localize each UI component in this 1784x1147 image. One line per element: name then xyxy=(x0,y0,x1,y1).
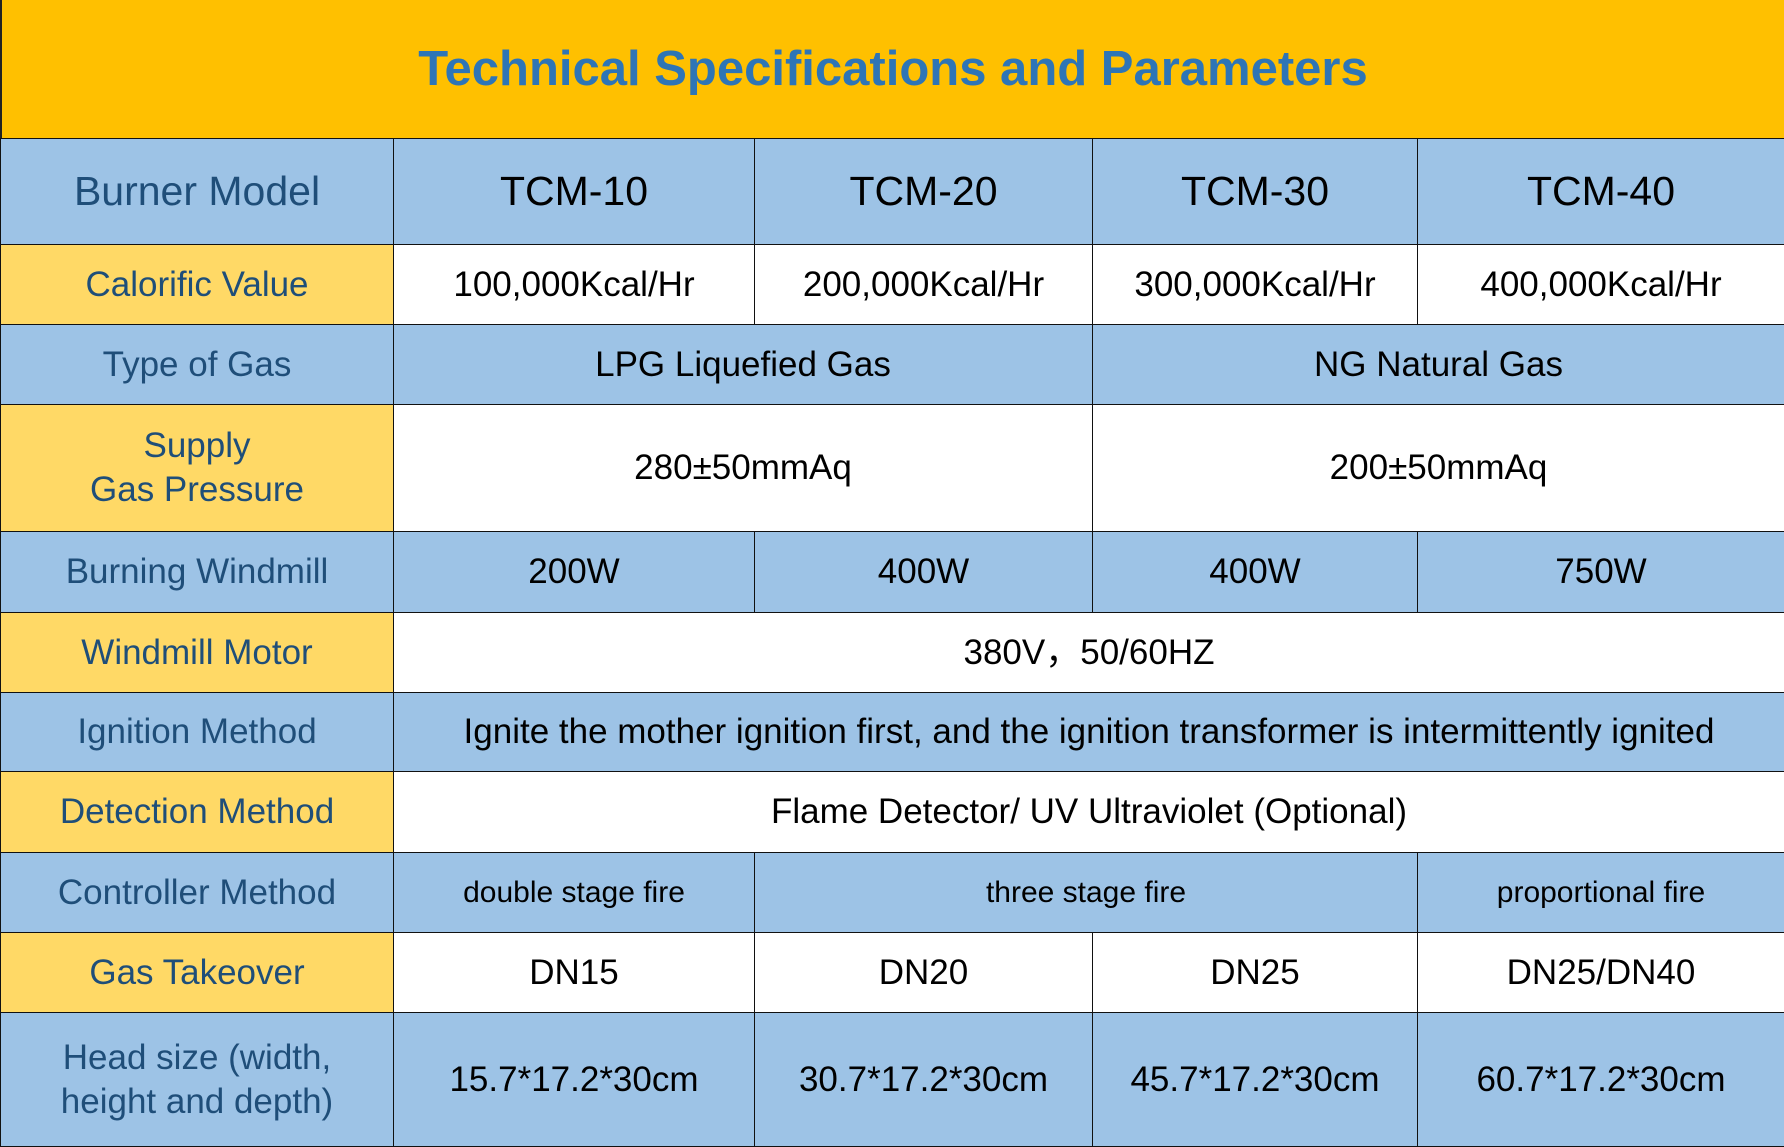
cell: 45.7*17.2*30cm xyxy=(1093,1013,1418,1147)
spec-table: Burner Model TCM-10 TCM-20 TCM-30 TCM-40… xyxy=(0,138,1784,1147)
table-row-ignition: Ignition Method Ignite the mother igniti… xyxy=(1,693,1784,772)
row-label: Controller Method xyxy=(1,853,394,933)
row-label: Head size (width, height and depth) xyxy=(1,1013,394,1147)
cell: NG Natural Gas xyxy=(1093,325,1784,405)
cell: LPG Liquefied Gas xyxy=(394,325,1093,405)
table-row-detection: Detection Method Flame Detector/ UV Ultr… xyxy=(1,772,1784,853)
table-row-head-size: Head size (width, height and depth) 15.7… xyxy=(1,1013,1784,1147)
table-row-model: Burner Model TCM-10 TCM-20 TCM-30 TCM-40 xyxy=(1,139,1784,245)
cell: three stage fire xyxy=(755,853,1418,933)
row-label: Detection Method xyxy=(1,772,394,853)
cell: 300,000Kcal/Hr xyxy=(1093,245,1418,325)
cell: 15.7*17.2*30cm xyxy=(394,1013,755,1147)
cell: Flame Detector/ UV Ultraviolet (Optional… xyxy=(394,772,1784,853)
cell: double stage fire xyxy=(394,853,755,933)
model-cell: TCM-40 xyxy=(1418,139,1784,245)
cell: DN15 xyxy=(394,933,755,1013)
cell: 200W xyxy=(394,532,755,613)
page-title: Technical Specifications and Parameters xyxy=(418,41,1368,97)
cell: 100,000Kcal/Hr xyxy=(394,245,755,325)
label-line: Gas Pressure xyxy=(90,470,304,509)
model-cell: TCM-20 xyxy=(755,139,1093,245)
row-label: Burner Model xyxy=(1,139,394,245)
title-band: Technical Specifications and Parameters xyxy=(0,0,1784,138)
cell: 60.7*17.2*30cm xyxy=(1418,1013,1784,1147)
row-label: Ignition Method xyxy=(1,693,394,772)
cell: Ignite the mother ignition first, and th… xyxy=(394,693,1784,772)
table-row-windmill: Burning Windmill 200W 400W 400W 750W xyxy=(1,532,1784,613)
cell: 200,000Kcal/Hr xyxy=(755,245,1093,325)
cell: 280±50mmAq xyxy=(394,405,1093,532)
cell: 400W xyxy=(755,532,1093,613)
table-row-controller: Controller Method double stage fire thre… xyxy=(1,853,1784,933)
cell: DN20 xyxy=(755,933,1093,1013)
cell: 200±50mmAq xyxy=(1093,405,1784,532)
label-line: Supply xyxy=(143,426,250,465)
cell: 380V，50/60HZ xyxy=(394,613,1784,693)
cell: proportional fire xyxy=(1418,853,1784,933)
row-label: Windmill Motor xyxy=(1,613,394,693)
table-row-gas-type: Type of Gas LPG Liquefied Gas NG Natural… xyxy=(1,325,1784,405)
row-label: Burning Windmill xyxy=(1,532,394,613)
cell: DN25 xyxy=(1093,933,1418,1013)
row-label: Type of Gas xyxy=(1,325,394,405)
table-row-calorific: Calorific Value 100,000Kcal/Hr 200,000Kc… xyxy=(1,245,1784,325)
row-label: Supply Gas Pressure xyxy=(1,405,394,532)
cell: 400,000Kcal/Hr xyxy=(1418,245,1784,325)
row-label: Gas Takeover xyxy=(1,933,394,1013)
table-row-motor: Windmill Motor 380V，50/60HZ xyxy=(1,613,1784,693)
cell: 400W xyxy=(1093,532,1418,613)
table-row-pressure: Supply Gas Pressure 280±50mmAq 200±50mmAq xyxy=(1,405,1784,532)
cell: DN25/DN40 xyxy=(1418,933,1784,1013)
row-label: Calorific Value xyxy=(1,245,394,325)
table-row-takeover: Gas Takeover DN15 DN20 DN25 DN25/DN40 xyxy=(1,933,1784,1013)
model-cell: TCM-10 xyxy=(394,139,755,245)
cell: 30.7*17.2*30cm xyxy=(755,1013,1093,1147)
model-cell: TCM-30 xyxy=(1093,139,1418,245)
cell: 750W xyxy=(1418,532,1784,613)
